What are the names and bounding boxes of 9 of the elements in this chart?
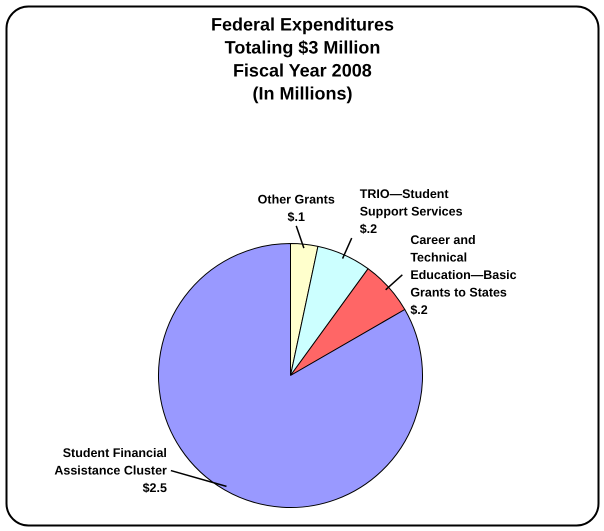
slice-label: Student Financial Assistance Cluster (54, 446, 168, 478)
data-label: $.2 (410, 302, 428, 317)
data-label: $2.5 (142, 481, 167, 496)
chart-title: Federal Expenditures Totaling $3 Million Fiscal Year 2008 (In Millions) (210, 14, 394, 104)
slice-label: Other Grants (258, 192, 335, 206)
slice-label: TRIO—Student Support Services (360, 187, 463, 219)
data-label: $.2 (360, 222, 378, 236)
slice-label: Career and Technical Education—Basic Grants to States (410, 232, 517, 300)
data-label: $.1 (288, 210, 305, 224)
